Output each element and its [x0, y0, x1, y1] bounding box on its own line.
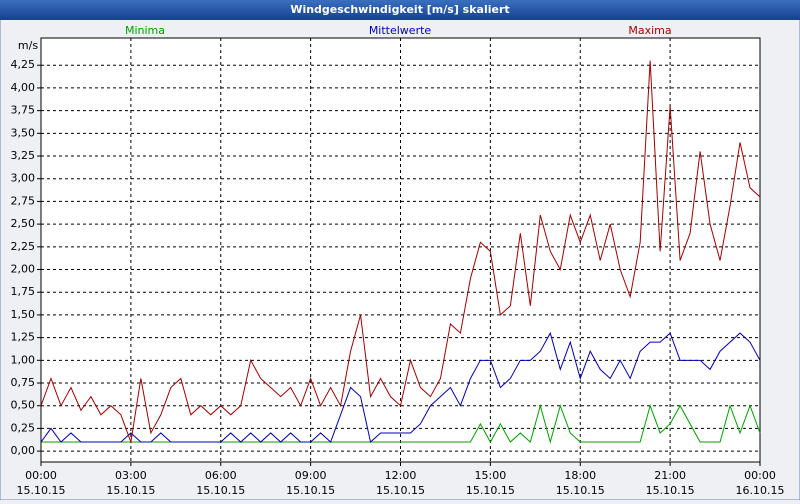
y-tick-label: 0,75	[11, 376, 36, 389]
y-tick-label: 2,75	[11, 194, 36, 207]
x-tick-date: 15.10.15	[286, 484, 335, 497]
y-tick-label: 0,25	[11, 421, 36, 434]
y-tick-label: 4,00	[11, 81, 36, 94]
x-tick-label: 00:00	[25, 469, 57, 482]
y-tick-label: 1,25	[11, 331, 36, 344]
x-tick-date: 15.10.15	[646, 484, 695, 497]
y-tick-label: 4,25	[11, 58, 36, 71]
legend-entry: Mittelwerte	[369, 24, 432, 37]
y-tick-label: 3,00	[11, 172, 36, 185]
x-tick-date: 15.10.15	[196, 484, 245, 497]
y-tick-label: 2,00	[11, 263, 36, 276]
y-tick-label: 0,50	[11, 399, 36, 412]
y-tick-label: 1,50	[11, 308, 36, 321]
x-tick-label: 21:00	[654, 469, 686, 482]
x-tick-label: 03:00	[115, 469, 147, 482]
x-tick-label: 09:00	[295, 469, 327, 482]
x-tick-label: 15:00	[475, 469, 507, 482]
x-tick-date: 15.10.15	[106, 484, 155, 497]
x-tick-label: 00:00	[744, 469, 776, 482]
series-line	[40, 60, 761, 445]
y-tick-label: 2,25	[11, 240, 36, 253]
x-tick-label: 12:00	[385, 469, 417, 482]
y-tick-label: 0,00	[11, 444, 36, 457]
x-tick-date: 16.10.15	[736, 484, 785, 497]
y-tick-label: 1,75	[11, 285, 36, 298]
y-tick-label: 1,00	[11, 353, 36, 366]
x-tick-date: 15.10.15	[17, 484, 66, 497]
series-line	[40, 331, 761, 443]
legend-entry: Maxima	[628, 24, 671, 37]
y-axis-label: m/s	[18, 39, 38, 52]
y-tick-label: 2,50	[11, 217, 36, 230]
x-tick-date: 15.10.15	[466, 484, 515, 497]
y-tick-label: 3,25	[11, 149, 36, 162]
series-line	[41, 403, 761, 444]
x-tick-label: 06:00	[205, 469, 237, 482]
y-tick-label: 3,50	[11, 126, 36, 139]
title-bar	[0, 0, 800, 20]
x-tick-date: 15.10.15	[556, 484, 605, 497]
y-tick-label: 3,75	[11, 104, 36, 117]
x-tick-date: 15.10.15	[376, 484, 425, 497]
legend-entry: Minima	[125, 24, 165, 37]
x-tick-label: 18:00	[564, 469, 596, 482]
window-title: Windgeschwindigkeit [m/s] skaliert	[290, 3, 509, 16]
